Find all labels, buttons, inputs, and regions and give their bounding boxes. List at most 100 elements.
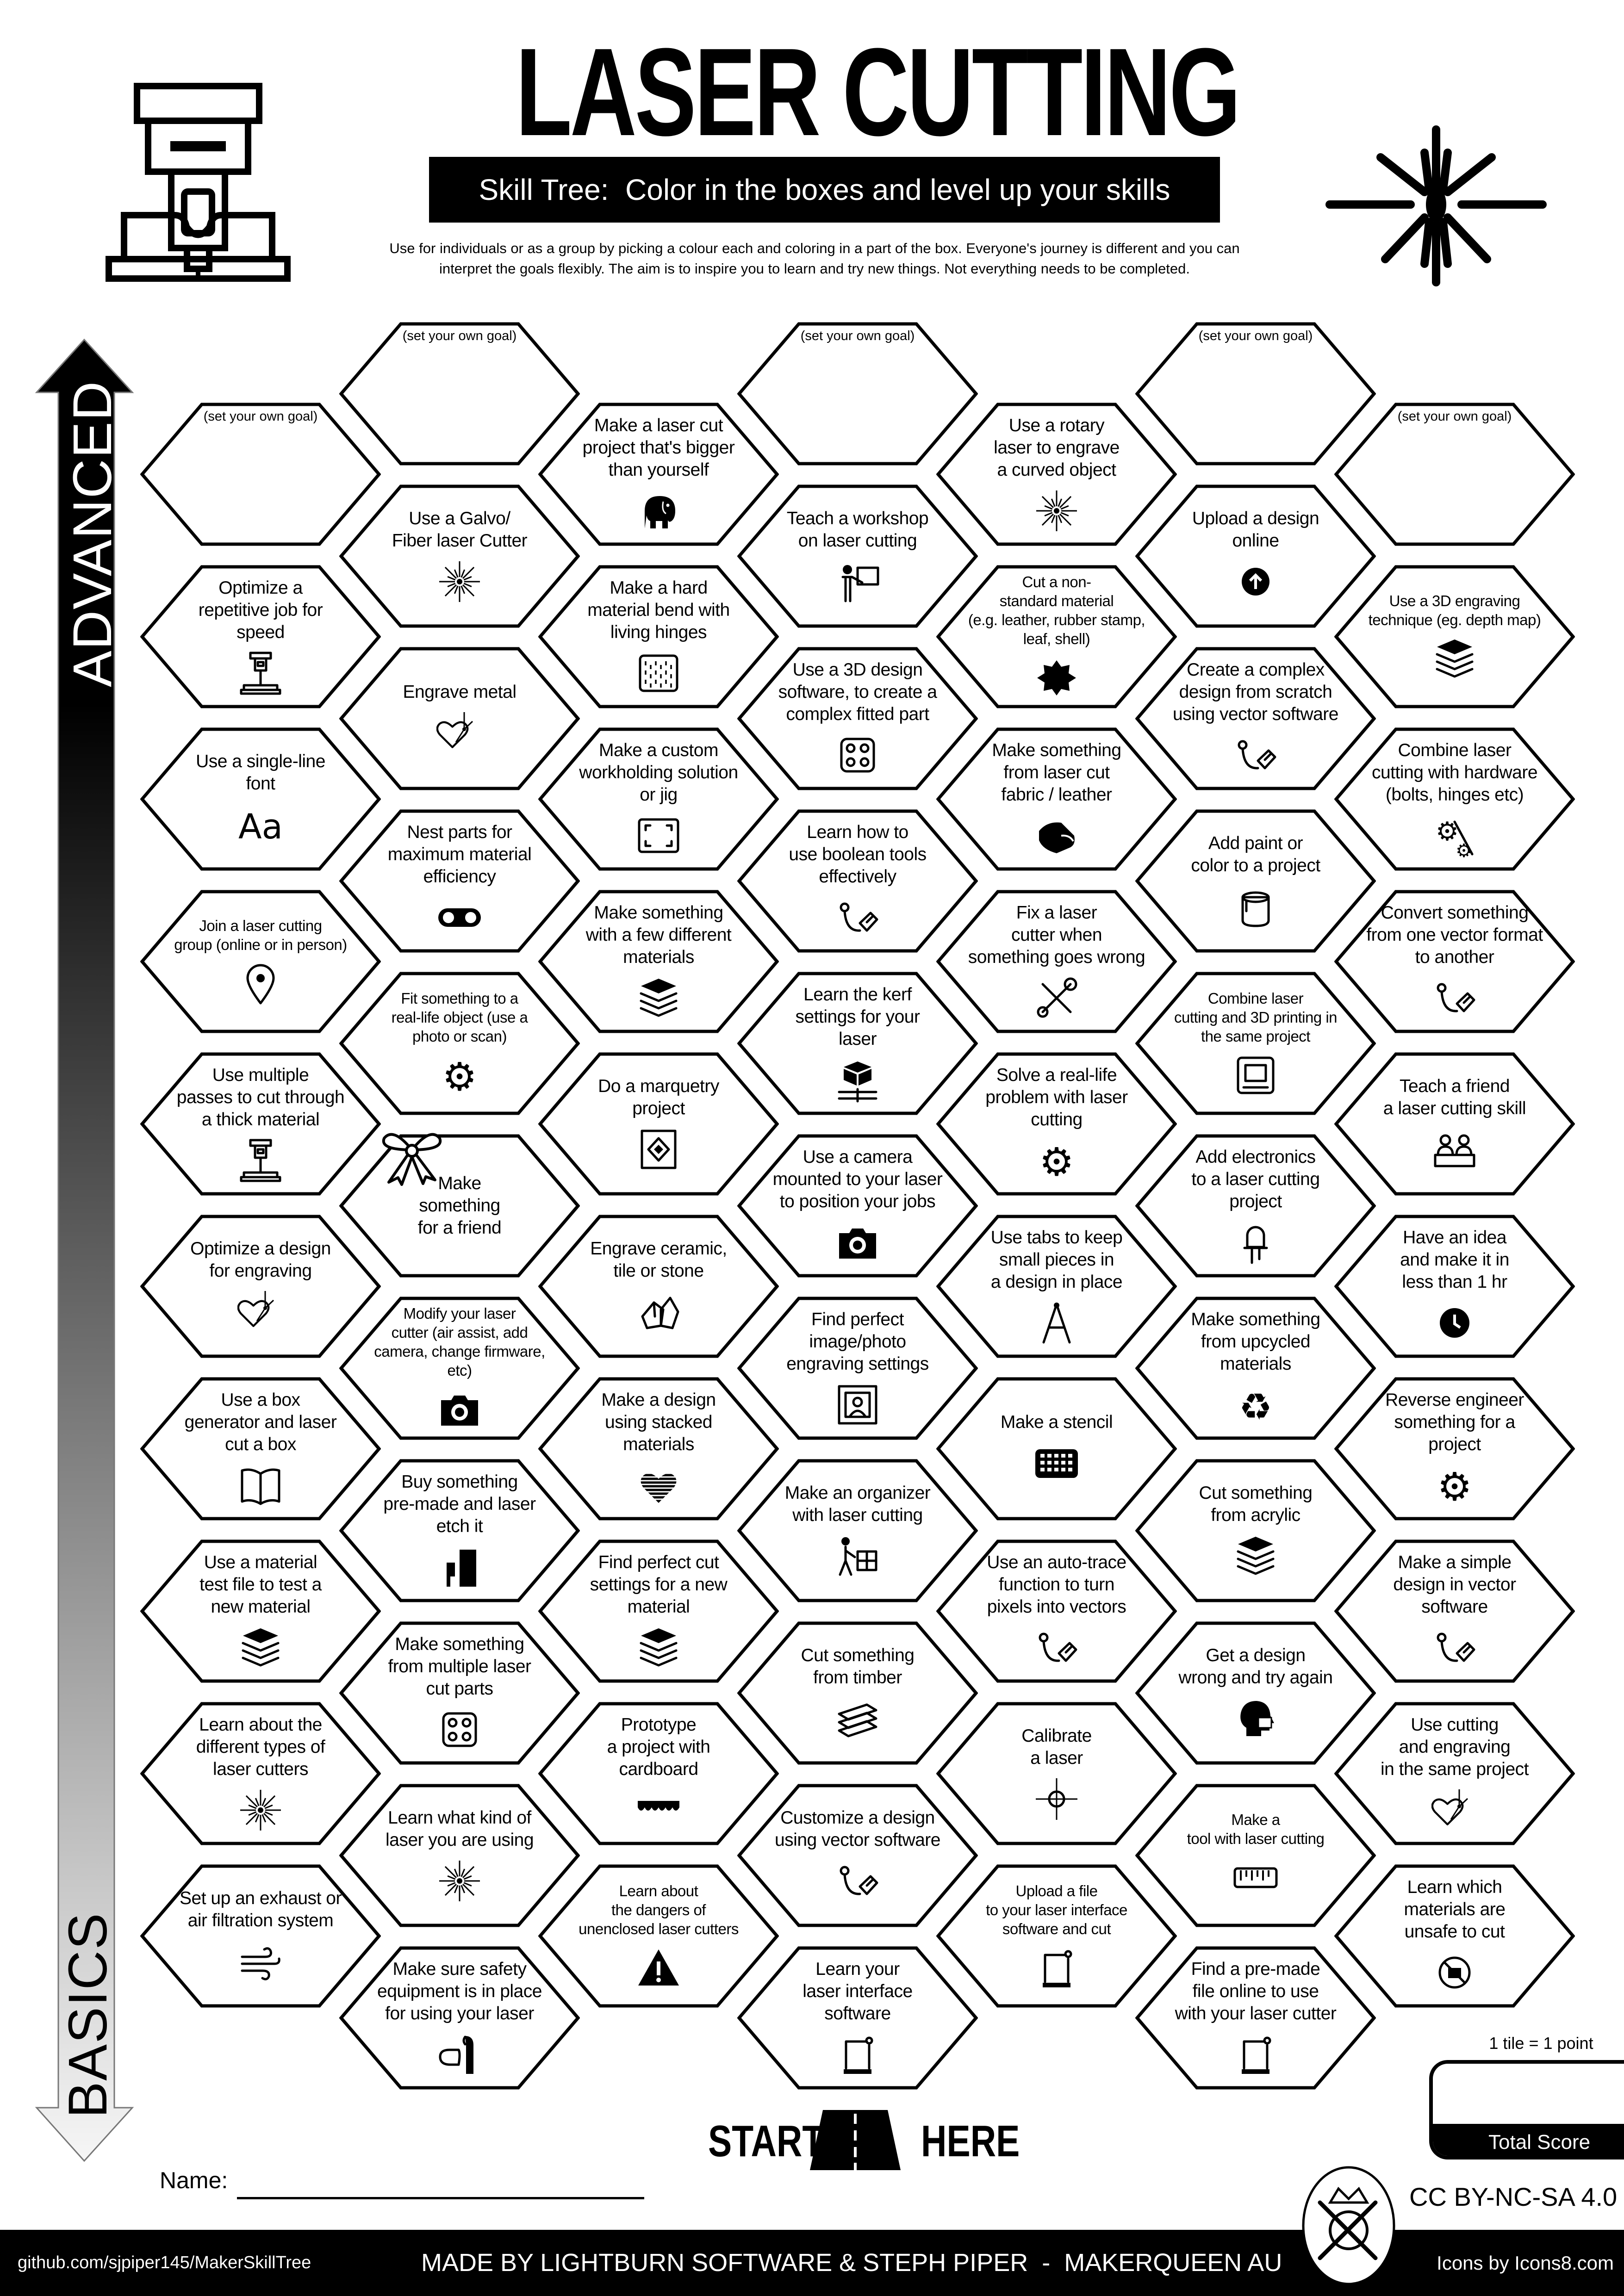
skill-tile[interactable]: Find perfect image/photo engraving setti… (737, 1297, 978, 1440)
skill-tile[interactable]: Use a 3D design software, to create a co… (737, 647, 978, 790)
custom-goal-tile[interactable]: (set your own goal) (1334, 403, 1575, 546)
skill-tile[interactable]: Find perfect cut settings for a new mate… (538, 1539, 779, 1683)
skill-tile[interactable]: Optimize a design for engraving (140, 1215, 381, 1358)
camera-icon (441, 1396, 478, 1426)
tile-label: Learn your laser interface software (803, 1959, 913, 2023)
custom-goal-tile[interactable]: (set your own goal) (1135, 322, 1376, 465)
skill-tile[interactable]: Use a camera mounted to your laser to po… (737, 1134, 978, 1278)
laser-head-icon (240, 1139, 281, 1182)
hexagon-outline (936, 1864, 1177, 2008)
custom-goal-tile[interactable]: (set your own goal) (140, 403, 381, 546)
skill-tile[interactable]: Use a material test file to test a new m… (140, 1539, 381, 1683)
skill-tile[interactable]: Set up an exhaust or air filtration syst… (140, 1864, 381, 2008)
hexagon-outline (538, 727, 779, 871)
skill-tile[interactable]: Add electronics to a laser cutting proje… (1135, 1134, 1376, 1278)
skill-tile[interactable]: Nest parts for maximum material efficien… (339, 809, 580, 953)
skill-tile[interactable]: Learn how to use boolean tools effective… (737, 809, 978, 953)
skill-tile[interactable]: Use a rotary laser to engrave a curved o… (936, 403, 1177, 546)
icons-credit[interactable]: Icons by Icons8.com (1437, 2252, 1614, 2274)
skill-tile[interactable]: Learn what kind of laser you are using (339, 1784, 580, 1927)
skill-tile[interactable]: Use multiple passes to cut through a thi… (140, 1052, 381, 1196)
skill-tile[interactable]: Combine laser cutting with hardware (bol… (1334, 727, 1575, 871)
tile-label: Prototype a project with cardboard (607, 1715, 710, 1779)
tile-label: Teach a friend a laser cutting skill (1383, 1076, 1526, 1118)
skill-tile[interactable]: Use cutting and engraving in the same pr… (1334, 1702, 1575, 1845)
skill-tile[interactable]: Cut a non- standard material (e.g. leath… (936, 565, 1177, 708)
hexagon-outline (936, 1702, 1177, 1845)
layers-icon (242, 1628, 280, 1667)
skill-tile[interactable]: Make something from multiple laser cut p… (339, 1621, 580, 1765)
skill-tile[interactable]: Use a 3D engraving technique (eg. depth … (1334, 565, 1575, 708)
skill-tile[interactable]: Make a hard material bend with living hi… (538, 565, 779, 708)
total-score-box[interactable]: Total Score (1429, 2060, 1624, 2159)
custom-goal-tile[interactable]: (set your own goal) (339, 322, 580, 465)
skill-tile[interactable]: Fit something to a real-life object (use… (339, 972, 580, 1115)
skill-tile[interactable]: Make a design using stacked materials (538, 1377, 779, 1520)
skill-tile[interactable]: Engrave metal (339, 647, 580, 790)
hexagon-outline (538, 1864, 779, 2008)
skill-tile[interactable]: Teach a friend a laser cutting skill (1334, 1052, 1575, 1196)
makerqueen-logo (1302, 2166, 1395, 2285)
laptop-icon (844, 2036, 873, 2074)
tile-label: Make a design using stacked materials (601, 1390, 716, 1454)
skill-tile[interactable]: Learn your laser interface software (737, 1946, 978, 2090)
hexagon-outline (538, 1052, 779, 1196)
skill-tile[interactable]: Buy something pre-made and laser etch it (339, 1459, 580, 1602)
skill-tile[interactable]: Modify your laser cutter (air assist, ad… (339, 1297, 580, 1440)
skill-tile[interactable]: Solve a real-life problem with laser cut… (936, 1052, 1177, 1196)
name-input[interactable] (237, 2179, 644, 2199)
heart-laser-icon (436, 712, 473, 748)
skill-tile[interactable]: Use a single-line font Aa (140, 727, 381, 871)
skill-tile[interactable]: Make a custom workholding solution or ji… (538, 727, 779, 871)
team-icon (1434, 1134, 1475, 1167)
svg-text:⚙: ⚙ (1456, 840, 1472, 859)
skill-tile[interactable]: Make a simple design in vector software (1334, 1539, 1575, 1683)
skill-tile[interactable]: Cut something from acrylic (1135, 1459, 1376, 1602)
skill-tile[interactable]: Engrave ceramic, tile or stone (538, 1215, 779, 1358)
skill-tile[interactable]: Add paint or color to a project (1135, 809, 1376, 953)
skill-tile[interactable]: Calibrate a laser (936, 1702, 1177, 1845)
skill-tile[interactable]: Make something from upcycled materials ♻ (1135, 1297, 1376, 1440)
skill-tile[interactable]: Combine laser cutting and 3D printing in… (1135, 972, 1376, 1115)
skill-tile[interactable]: Do a marquetry project (538, 1052, 779, 1196)
skill-tile[interactable]: Get a design wrong and try again (1135, 1621, 1376, 1765)
skill-tile[interactable]: Make a tool with laser cutting (1135, 1784, 1376, 1927)
skill-tile[interactable]: Create a complex design from scratch usi… (1135, 647, 1376, 790)
skill-tile[interactable]: Make sure safety equipment is in place f… (339, 1946, 580, 2090)
hardware-icon: ⚙⚙ (1436, 817, 1474, 859)
skill-tile[interactable]: Use an auto-trace function to turn pixel… (936, 1539, 1177, 1683)
skill-tile[interactable]: Teach a workshop on laser cutting (737, 484, 978, 628)
skill-tile[interactable]: Upload a file to your laser interface so… (936, 1864, 1177, 2008)
total-score-input[interactable] (1433, 2064, 1624, 2124)
skill-tile[interactable]: Make a laser cut project that's bigger t… (538, 403, 779, 546)
awning-icon (638, 1801, 679, 1811)
skill-tile[interactable]: Have an idea and make it in less than 1 … (1334, 1215, 1575, 1358)
skill-tile[interactable]: Join a laser cutting group (online or in… (140, 890, 381, 1033)
skill-tile[interactable]: Make something from laser cut fabric / l… (936, 727, 1177, 871)
custom-goal-tile[interactable]: (set your own goal) (737, 322, 978, 465)
skill-tile[interactable]: Find a pre-made file online to use with … (1135, 1946, 1376, 2090)
skill-tile[interactable]: Make something with a few different mate… (538, 890, 779, 1033)
skill-tile[interactable]: Customize a design using vector software (737, 1784, 978, 1927)
skill-tile[interactable]: Use a box generator and laser cut a box (140, 1377, 381, 1520)
tile-label: Set up an exhaust or air filtration syst… (180, 1888, 342, 1930)
tile-label: Customize a design using vector software (774, 1808, 941, 1850)
skill-tile[interactable]: Convert something from one vector format… (1334, 890, 1575, 1033)
skill-tile[interactable]: Use tabs to keep small pieces in a desig… (936, 1215, 1177, 1358)
skill-tile[interactable]: Upload a design online (1135, 484, 1376, 628)
github-link[interactable]: github.com/sjpiper145/MakerSkillTree (18, 2253, 311, 2272)
skill-tile[interactable]: Make a stencil (936, 1377, 1177, 1520)
skill-tile[interactable]: Learn about the different types of laser… (140, 1702, 381, 1845)
skill-tile[interactable]: Fix a laser cutter when something goes w… (936, 890, 1177, 1033)
skill-tile[interactable]: Learn about the dangers of unenclosed la… (538, 1864, 779, 2008)
skill-tile[interactable]: Learn which materials are unsafe to cut (1334, 1864, 1575, 2008)
skill-tile[interactable]: Cut something from timber (737, 1621, 978, 1765)
skill-tile[interactable]: Make an organizer with laser cutting (737, 1459, 978, 1602)
skill-tile[interactable]: Optimize a repetitive job for speed (140, 565, 381, 708)
hexagon-outline (936, 1052, 1177, 1196)
skill-tile[interactable]: Reverse engineer something for a project… (1334, 1377, 1575, 1520)
skill-tile[interactable]: Use a Galvo/ Fiber laser Cutter (339, 484, 580, 628)
tile-label: Get a design wrong and try again (1178, 1645, 1333, 1688)
skill-tile[interactable]: Learn the kerf settings for your laser (737, 972, 978, 1115)
skill-tile[interactable]: Prototype a project with cardboard (538, 1702, 779, 1845)
